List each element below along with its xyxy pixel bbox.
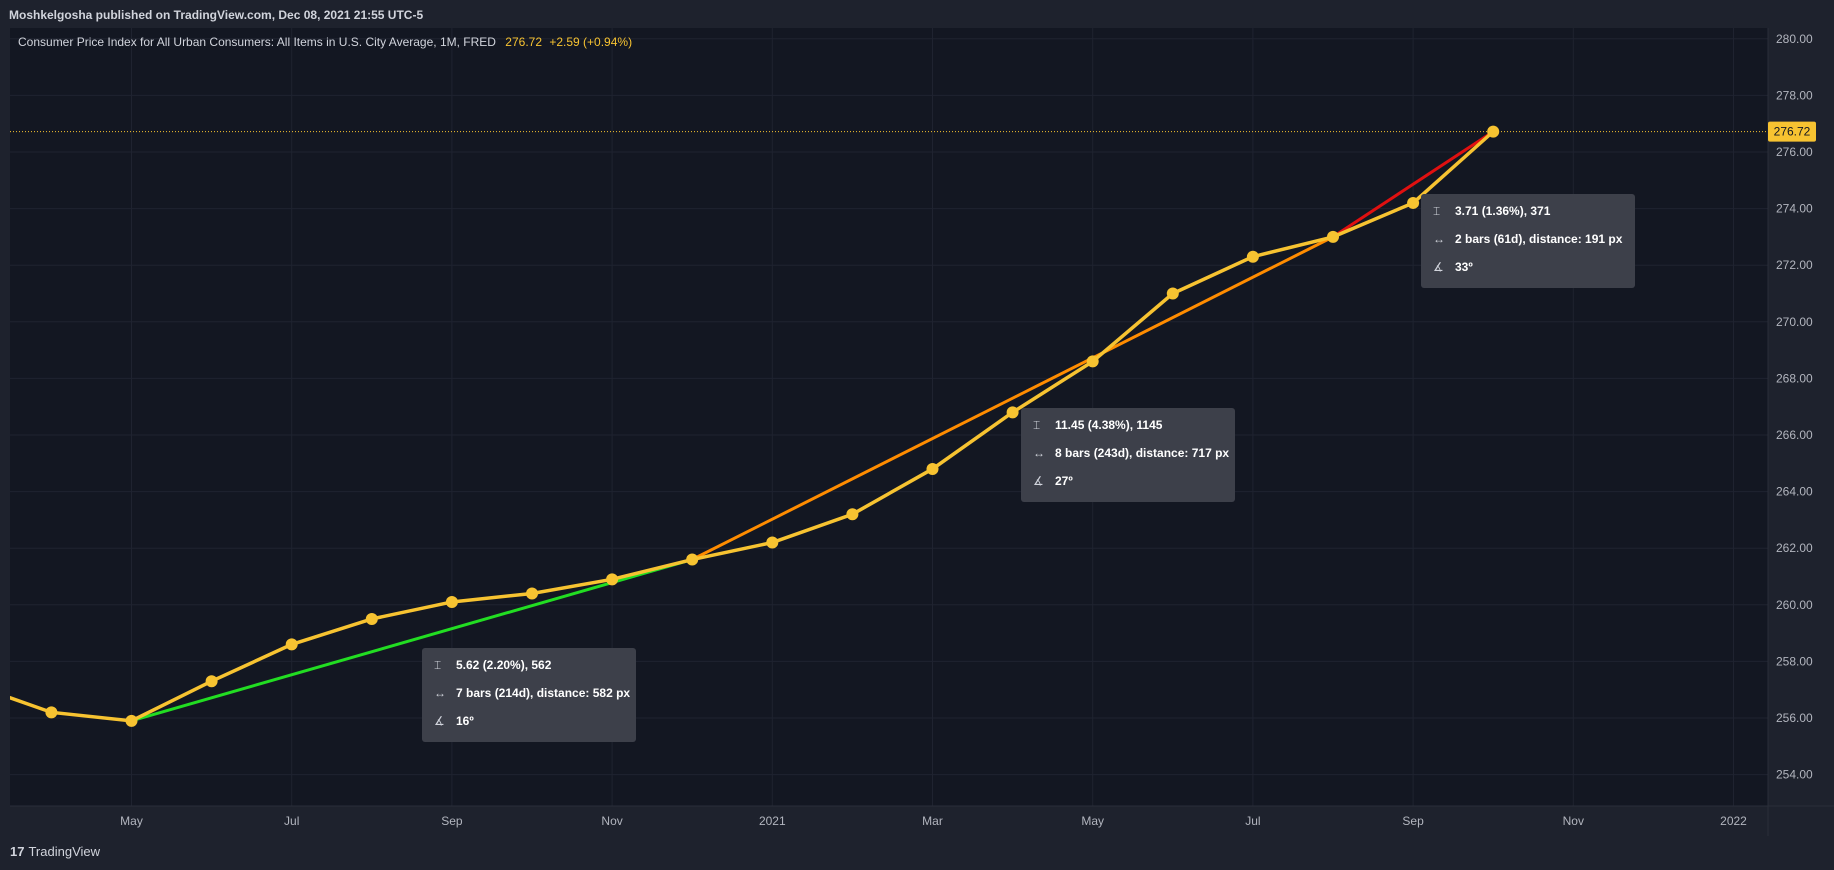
data-point: [1006, 406, 1019, 419]
tradingview-logo-icon: 17: [10, 844, 25, 859]
y-tick-label: 272.00: [1776, 258, 1813, 272]
angle-icon: ∡: [1033, 474, 1044, 488]
x-tick-label: Nov: [601, 814, 622, 828]
legend-change: +2.59 (+0.94%): [549, 35, 633, 49]
x-tick-label: Sep: [441, 814, 463, 828]
x-tick-label: May: [120, 814, 143, 828]
y-tick-label: 278.00: [1776, 88, 1813, 102]
price-range-icon: ⌶: [1433, 204, 1441, 218]
y-tick-label: 276.00: [1776, 145, 1813, 159]
tooltip-bars: 2 bars (61d), distance: 191 px: [1455, 232, 1623, 246]
data-point: [846, 508, 859, 521]
tooltip-bars: 8 bars (243d), distance: 717 px: [1055, 446, 1230, 460]
x-tick-label: 2022: [1720, 814, 1747, 828]
y-tick-label: 260.00: [1776, 598, 1813, 612]
data-point: [205, 675, 218, 688]
last-price-label-bg: [1768, 121, 1816, 142]
angle-icon: ∡: [434, 714, 445, 728]
published-text: Moshkelgosha published on TradingView.co…: [9, 8, 424, 22]
brand-name: TradingView: [28, 844, 101, 859]
measure-line: [691, 235, 1334, 561]
tooltip-angle: 16º: [456, 714, 474, 728]
tooltip-angle: 33º: [1455, 260, 1473, 274]
y-tick-label: 254.00: [1776, 768, 1813, 782]
data-point: [1487, 125, 1500, 138]
data-point: [285, 638, 298, 651]
measure-line: [131, 558, 693, 723]
bars-range-icon: ↔: [434, 686, 446, 700]
y-tick-label: 256.00: [1776, 711, 1813, 725]
footer-bar: 17 TradingView: [0, 836, 1834, 870]
measure-tooltip-3: ⌶ 3.71 (1.36%), 371 ↔ 2 bars (61d), distan…: [1421, 194, 1635, 288]
measure-tooltip-1: ⌶ 5.62 (2.20%), 562 ↔ 7 bars (214d), dista…: [422, 648, 636, 742]
y-tick-label: 266.00: [1776, 428, 1813, 442]
data-point: [526, 587, 538, 600]
data-point: [1246, 250, 1259, 263]
last-price-label: 276.72: [1774, 125, 1811, 139]
price-range-icon: ⌶: [1033, 418, 1041, 432]
y-tick-label: 262.00: [1776, 541, 1813, 555]
data-point: [365, 612, 378, 625]
data-point: [45, 706, 58, 719]
measure-tooltip-2: ⌶ 11.45 (4.38%), 1145 ↔ 8 bars (243d), dis…: [1021, 408, 1235, 502]
series-legend[interactable]: Consumer Price Index for All Urban Consu…: [18, 35, 632, 49]
data-point: [445, 595, 458, 608]
tradingview-logo[interactable]: 17 TradingView: [10, 844, 100, 859]
chart-pane[interactable]: [10, 28, 1768, 806]
x-tick-label: Jul: [284, 814, 299, 828]
data-point: [766, 536, 779, 549]
y-tick-label: 268.00: [1776, 371, 1813, 385]
data-point: [1166, 287, 1179, 300]
bars-range-icon: ↔: [1433, 232, 1445, 246]
measure-line: [1332, 130, 1495, 239]
data-point: [686, 553, 699, 566]
series-line: [10, 130, 1495, 723]
x-tick-label: Mar: [922, 814, 943, 828]
x-tick-label: Nov: [1563, 814, 1584, 828]
tooltip-delta: 3.71 (1.36%), 371: [1455, 204, 1551, 218]
legend-title: Consumer Price Index for All Urban Consu…: [18, 35, 496, 49]
chart-svg[interactable]: 280.00 278.00 276.00 274.00 272.00 270.00 268.…: [0, 0, 1834, 836]
price-range-icon: ⌶: [434, 658, 442, 672]
data-point: [926, 462, 939, 475]
tooltip-bars: 7 bars (214d), distance: 582 px: [456, 686, 631, 700]
tooltip-delta: 5.62 (2.20%), 562: [456, 658, 552, 672]
data-point: [1327, 230, 1339, 243]
data-point: [606, 573, 619, 586]
legend-last-value: 276.72: [505, 35, 542, 49]
y-tick-label: 274.00: [1776, 202, 1813, 216]
y-tick-label: 264.00: [1776, 485, 1813, 499]
x-tick-label: Sep: [1402, 814, 1424, 828]
tooltip-delta: 11.45 (4.38%), 1145: [1055, 418, 1163, 432]
data-point: [1086, 355, 1099, 368]
x-tick-label: 2021: [759, 814, 786, 828]
data-point: [1407, 196, 1420, 209]
bars-range-icon: ↔: [1033, 446, 1045, 460]
y-tick-label: 258.00: [1776, 654, 1813, 668]
header-bar: Moshkelgosha published on TradingView.co…: [0, 0, 1834, 28]
x-tick-label: May: [1081, 814, 1104, 828]
angle-icon: ∡: [1433, 260, 1444, 274]
tooltip-angle: 27º: [1055, 474, 1073, 488]
y-tick-label: 270.00: [1776, 315, 1813, 329]
y-tick-label: 280.00: [1776, 32, 1813, 46]
data-point: [125, 714, 138, 727]
x-tick-label: Jul: [1245, 814, 1260, 828]
